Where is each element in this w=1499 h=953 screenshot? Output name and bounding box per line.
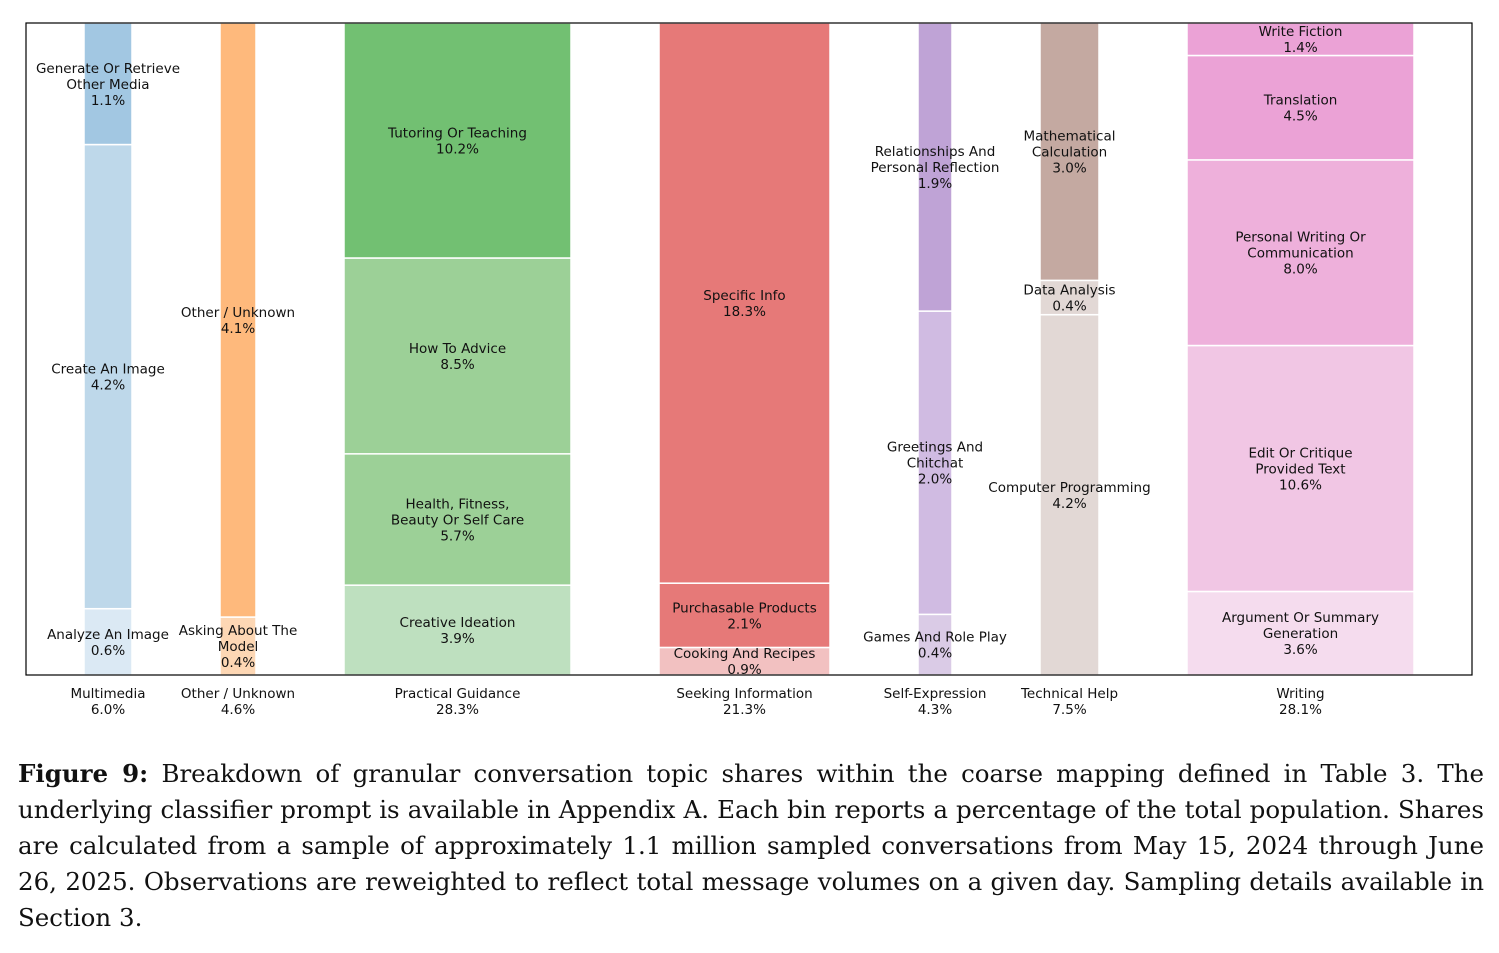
x-axis-label-writing: Writing 28.1%: [1276, 686, 1324, 718]
caption-label: Figure 9:: [18, 759, 149, 788]
bar-segment-writing-edit-or-critique-provided-text: [1186, 344, 1415, 593]
bar-segment-technical-help-data-analysis: [1039, 279, 1100, 316]
segment-label-purchasable-products: Purchasable Products 2.1%: [672, 600, 816, 632]
segment-label-personal-writing-or-communication: Personal Writing Or Communication 8.0%: [1235, 230, 1366, 278]
segment-label-cooking-and-recipes: Cooking And Recipes 0.9%: [674, 646, 816, 678]
plot-frame: [25, 22, 1473, 676]
bar-segment-seeking-information-purchasable-products: [658, 582, 831, 649]
segment-label-analyze-an-image: Analyze An Image 0.6%: [47, 627, 169, 659]
segment-label-tutoring-or-teaching: Tutoring Or Teaching 10.2%: [387, 125, 527, 157]
x-axis-label-technical-help: Technical Help 7.5%: [1020, 686, 1118, 718]
segment-label-data-analysis: Data Analysis 0.4%: [1023, 283, 1115, 315]
segment-label-how-to-advice: How To Advice 8.5%: [409, 341, 506, 373]
segment-label-asking-about-the-model: Asking About The Model 0.4%: [179, 623, 298, 671]
labels-layer: Analyze An Image 0.6% Create An Image 4.2% G…: [36, 24, 1379, 678]
x-axis-label-multimedia: Multimedia 6.0%: [70, 686, 145, 718]
bar-segment-seeking-information-specific-info: [658, 22, 831, 584]
bar-segment-practical-guidance-health-fitness-beauty-or-self-care: [343, 453, 572, 586]
bar-segment-practical-guidance-how-to-advice: [343, 257, 572, 455]
x-axis-labels: Multimedia 6.0% Other / Unknown 4.6% Practic…: [70, 686, 1324, 718]
marimekko-chart: Analyze An Image 0.6% Create An Image 4.2% G…: [25, 22, 1473, 718]
caption-text: Breakdown of granular conversation topic…: [18, 759, 1484, 932]
bar-segment-practical-guidance-tutoring-or-teaching: [343, 22, 572, 259]
figure-caption: Figure 9: Breakdown of granular conversa…: [18, 756, 1484, 936]
segment-label-create-an-image: Create An Image 4.2%: [51, 362, 165, 394]
segment-label-other-unknown: Other / Unknown 4.1%: [181, 305, 295, 337]
x-axis-label-practical-guidance: Practical Guidance 28.3%: [395, 686, 521, 718]
segment-label-generate-or-retrieve-other-media: Generate Or Retrieve Other Media 1.1%: [36, 61, 180, 109]
bars-layer: [83, 22, 1415, 676]
segment-label-translation: Translation 4.5%: [1263, 93, 1338, 125]
segment-label-argument-or-summary-generation: Argument Or Summary Generation 3.6%: [1222, 610, 1379, 658]
bar-segment-other-unknown-other-unknown: [219, 22, 257, 618]
bar-segment-other-unknown-asking-about-the-model: [219, 616, 257, 676]
bar-segment-writing-personal-writing-or-communication: [1186, 159, 1415, 347]
bar-segment-writing-argument-or-summary-generation: [1186, 590, 1415, 676]
segment-label-relationships-and-personal-reflection: Relationships And Personal Reflection 1.9%: [871, 144, 1000, 192]
x-axis-label-other-unknown: Other / Unknown 4.6%: [181, 686, 295, 718]
bar-segment-writing-write-fiction: [1186, 22, 1415, 57]
segment-label-greetings-and-chitchat: Greetings And Chitchat 2.0%: [887, 440, 983, 488]
segment-label-computer-programming: Computer Programming 4.2%: [988, 480, 1150, 512]
x-axis-label-seeking-information: Seeking Information 21.3%: [676, 686, 812, 718]
bar-segment-seeking-information-cooking-and-recipes: [658, 646, 831, 676]
bar-segment-technical-help-computer-programming: [1039, 313, 1100, 676]
segment-label-creative-ideation: Creative Ideation 3.9%: [400, 615, 516, 647]
segment-label-mathematical-calculation: Mathematical Calculation 3.0%: [1024, 129, 1116, 177]
segment-label-edit-or-critique-provided-text: Edit Or Critique Provided Text 10.6%: [1248, 445, 1352, 493]
bar-segment-practical-guidance-creative-ideation: [343, 584, 572, 676]
bar-segment-multimedia-create-an-image: [83, 143, 133, 610]
x-axis-label-self-expression: Self-Expression 4.3%: [884, 686, 987, 718]
segment-label-health-fitness-beauty-or-self-care: Health, Fitness, Beauty Or Self Care 5.7%: [391, 496, 524, 544]
bar-segment-technical-help-mathematical-calculation: [1039, 22, 1100, 282]
bar-segment-multimedia-analyze-an-image: [83, 607, 133, 676]
segment-label-write-fiction: Write Fiction 1.4%: [1259, 24, 1343, 56]
bar-segment-self-expression-relationships-and-personal-reflection: [917, 22, 953, 312]
segment-label-specific-info: Specific Info 18.3%: [703, 288, 785, 320]
segment-label-games-and-role-play: Games And Role Play 0.4%: [863, 630, 1007, 662]
